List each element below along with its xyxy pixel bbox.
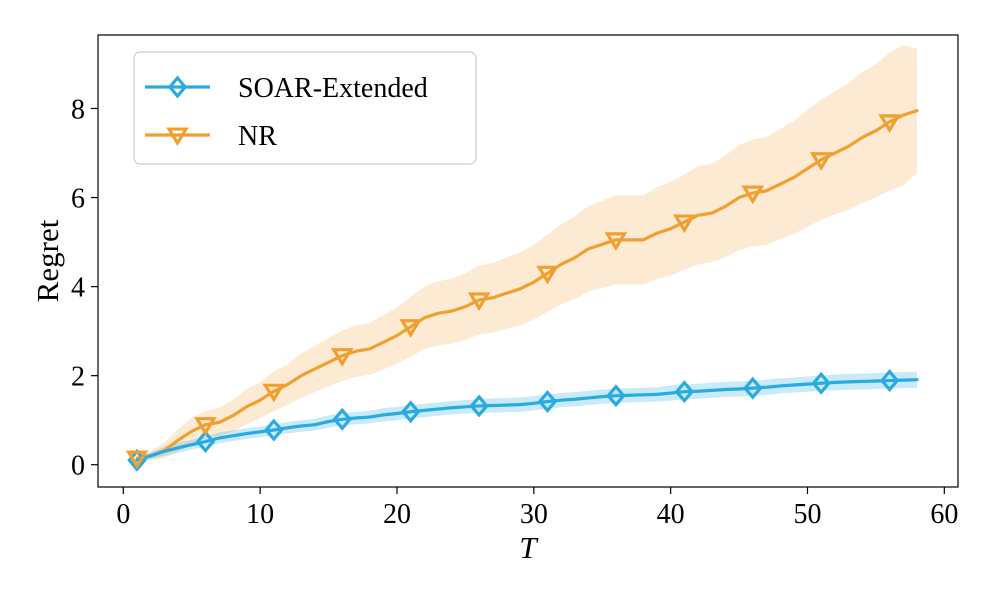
y-axis: 0 2 4 6 8 xyxy=(71,94,98,482)
marker-nr xyxy=(399,319,423,338)
marker-soar-extended xyxy=(742,376,763,400)
x-tick-label: 30 xyxy=(520,499,548,530)
x-tick-label: 0 xyxy=(116,499,130,530)
legend-label-nr: NR xyxy=(238,121,277,152)
marker-nr xyxy=(467,292,491,312)
y-axis-label: Regret xyxy=(30,219,65,302)
x-tick-label: 10 xyxy=(246,499,274,530)
plot-frame xyxy=(97,34,959,488)
marker-nr xyxy=(125,450,149,470)
series-markers xyxy=(125,114,901,472)
marker-nr xyxy=(672,214,696,234)
band-nr xyxy=(137,45,917,461)
marker-nr xyxy=(878,114,901,133)
confidence-bands xyxy=(137,45,917,463)
legend-label-soar-extended: SOAR-Extended xyxy=(238,73,428,104)
legend-box xyxy=(133,51,477,165)
legend: SOAR-Extended NR xyxy=(133,51,477,165)
x-axis: 0 10 20 30 40 50 60 xyxy=(116,487,958,530)
y-tick-label: 4 xyxy=(71,273,85,304)
band-soar-extended xyxy=(137,371,917,463)
marker-soar-extended xyxy=(400,400,421,424)
x-tick-label: 60 xyxy=(930,499,958,530)
y-tick-label: 2 xyxy=(71,362,85,393)
marker-nr xyxy=(809,152,833,171)
marker-nr xyxy=(604,232,628,252)
marker-soar-extended xyxy=(606,384,626,408)
marker-nr xyxy=(330,348,354,367)
x-tick-label: 50 xyxy=(793,499,821,530)
y-tick-label: 0 xyxy=(71,451,85,482)
line-nr xyxy=(135,109,919,460)
marker-soar-extended xyxy=(537,390,558,413)
marker-soar-extended xyxy=(195,430,216,454)
x-axis-label: T xyxy=(519,530,539,565)
marker-soar-extended xyxy=(332,407,352,431)
y-tick-label: 8 xyxy=(71,94,85,125)
marker-soar-extended xyxy=(879,369,900,393)
marker-soar-extended xyxy=(811,371,831,395)
legend-marker-soar-extended xyxy=(167,75,188,99)
marker-soar-extended xyxy=(469,394,489,418)
marker-nr xyxy=(536,265,559,285)
y-tick-label: 6 xyxy=(71,184,85,215)
marker-nr xyxy=(262,383,286,403)
x-tick-label: 40 xyxy=(657,499,685,530)
marker-nr xyxy=(194,417,217,436)
marker-nr xyxy=(741,185,765,205)
marker-soar-extended xyxy=(674,380,695,404)
marker-soar-extended xyxy=(264,418,284,442)
legend-marker-nr xyxy=(166,127,189,147)
x-tick-label: 20 xyxy=(383,499,411,530)
